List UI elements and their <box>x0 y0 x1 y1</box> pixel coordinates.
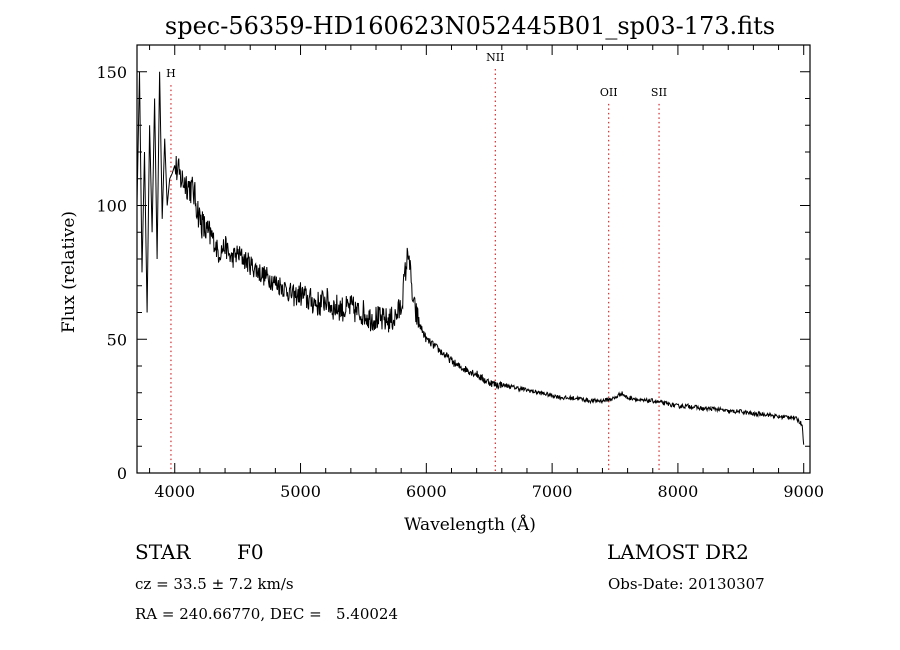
spectrum-series-line <box>136 71 805 445</box>
subclass-label: F0 <box>237 540 264 564</box>
x-tick-label: 9000 <box>783 482 824 501</box>
x-tick-label: 6000 <box>406 482 447 501</box>
object-class-label: STAR <box>135 540 191 564</box>
x-tick-label: 8000 <box>658 482 699 501</box>
spectral-line-label: SII <box>651 86 667 99</box>
survey-label: LAMOST DR2 <box>607 540 749 564</box>
y-tick-label: 50 <box>107 330 127 349</box>
cz-value: cz = 33.5 ± 7.2 km/s <box>135 575 294 593</box>
x-tick-label: 4000 <box>154 482 195 501</box>
x-axis-label: Wavelength (Å) <box>404 514 536 535</box>
spectral-line-label: OII <box>600 86 618 99</box>
obs-date: Obs-Date: 20130307 <box>608 575 765 593</box>
spectral-line-label: H <box>166 67 176 80</box>
y-tick-label: 0 <box>117 464 127 483</box>
x-tick-label: 5000 <box>280 482 321 501</box>
plot-frame <box>136 44 811 474</box>
x-tick-label: 7000 <box>532 482 573 501</box>
spectral-line-label: NII <box>486 51 504 64</box>
y-tick-label: 100 <box>96 197 127 216</box>
chart-title: spec-56359-HD160623N052445B01_sp03-173.f… <box>165 12 775 40</box>
y-tick-label: 150 <box>96 63 127 82</box>
y-axis-label: Flux (relative) <box>59 211 79 333</box>
coordinates: RA = 240.66770, DEC = 5.40024 <box>135 605 399 623</box>
